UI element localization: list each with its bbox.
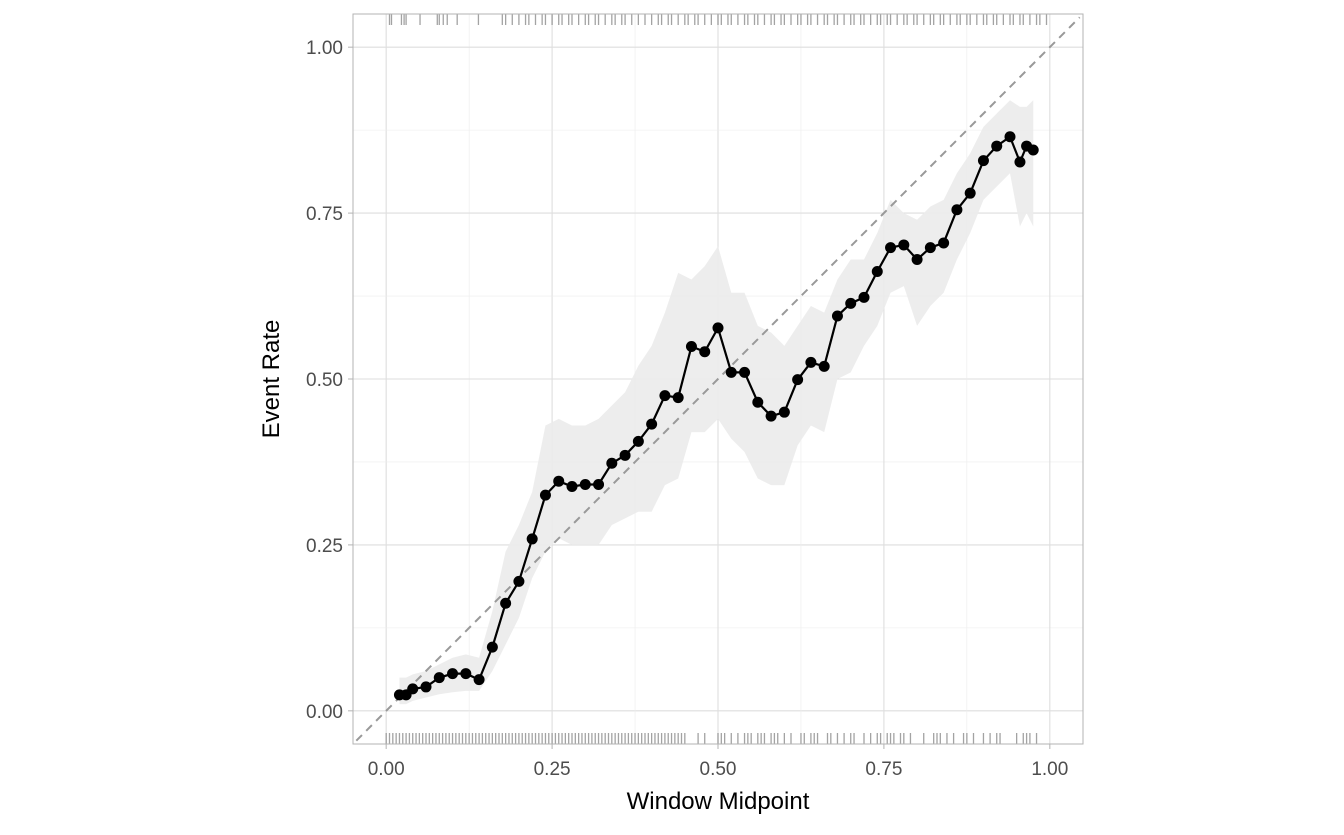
data-point bbox=[977, 155, 989, 167]
x-tick-label: 0.25 bbox=[534, 759, 571, 780]
data-point bbox=[885, 242, 897, 254]
data-point bbox=[924, 242, 936, 254]
data-point bbox=[539, 489, 551, 501]
data-point bbox=[858, 291, 870, 303]
data-point bbox=[765, 410, 777, 422]
data-point bbox=[646, 418, 658, 430]
ribbon-area bbox=[399, 100, 1034, 705]
y-tick-label: 0.00 bbox=[306, 702, 343, 723]
data-point bbox=[938, 237, 950, 249]
x-tick-label: 0.75 bbox=[865, 759, 902, 780]
axis-ticks: 0.00 0.25 0.50 0.75 1.00 0.00 0.25 0.50 0.75 1.00 bbox=[306, 38, 1068, 780]
data-point bbox=[420, 681, 432, 693]
data-point bbox=[553, 475, 565, 487]
data-point bbox=[739, 366, 751, 378]
data-point bbox=[778, 406, 790, 418]
data-point bbox=[898, 239, 910, 251]
data-point bbox=[871, 265, 883, 277]
data-point bbox=[951, 204, 963, 216]
y-tick-label: 0.25 bbox=[306, 536, 343, 557]
data-point bbox=[831, 310, 843, 322]
y-tick-label: 1.00 bbox=[306, 38, 343, 59]
x-tick-label: 1.00 bbox=[1031, 759, 1068, 780]
reference-diagonal bbox=[355, 16, 1081, 742]
y-tick-label: 0.50 bbox=[306, 370, 343, 391]
data-point bbox=[672, 392, 684, 404]
data-point bbox=[845, 297, 857, 309]
data-point bbox=[1014, 156, 1026, 168]
data-point bbox=[752, 396, 764, 408]
data-point bbox=[473, 674, 485, 686]
data-point bbox=[805, 356, 817, 368]
data-point bbox=[526, 533, 538, 545]
data-point bbox=[486, 641, 498, 653]
data-point bbox=[460, 668, 472, 680]
data-point bbox=[792, 374, 804, 386]
data-point bbox=[500, 597, 512, 609]
data-point bbox=[725, 366, 737, 378]
data-point bbox=[818, 360, 830, 372]
data-point bbox=[407, 683, 419, 695]
data-point bbox=[659, 390, 671, 402]
data-point bbox=[685, 340, 697, 352]
x-axis-title: Window Midpoint bbox=[627, 788, 810, 815]
data-point bbox=[566, 481, 578, 493]
data-point bbox=[619, 449, 631, 461]
y-tick-label: 0.75 bbox=[306, 204, 343, 225]
data-point bbox=[513, 575, 525, 587]
data-point bbox=[632, 435, 644, 447]
data-point bbox=[1027, 144, 1039, 156]
x-tick-label: 0.50 bbox=[700, 759, 737, 780]
y-axis-title: Event Rate bbox=[258, 320, 285, 439]
confidence-ribbon bbox=[399, 100, 1034, 705]
x-tick-label: 0.00 bbox=[368, 759, 405, 780]
data-point bbox=[991, 140, 1003, 152]
data-point bbox=[579, 479, 591, 491]
series-line bbox=[393, 131, 1039, 701]
data-point bbox=[712, 322, 724, 334]
data-point bbox=[593, 479, 605, 491]
diagonal-line bbox=[355, 16, 1081, 742]
data-point bbox=[699, 346, 711, 358]
rugs bbox=[385, 14, 1048, 744]
data-point bbox=[964, 187, 976, 199]
data-point bbox=[433, 672, 445, 684]
data-point bbox=[447, 668, 459, 680]
data-point bbox=[606, 457, 618, 469]
data-point bbox=[911, 254, 923, 266]
data-point bbox=[1004, 131, 1016, 143]
